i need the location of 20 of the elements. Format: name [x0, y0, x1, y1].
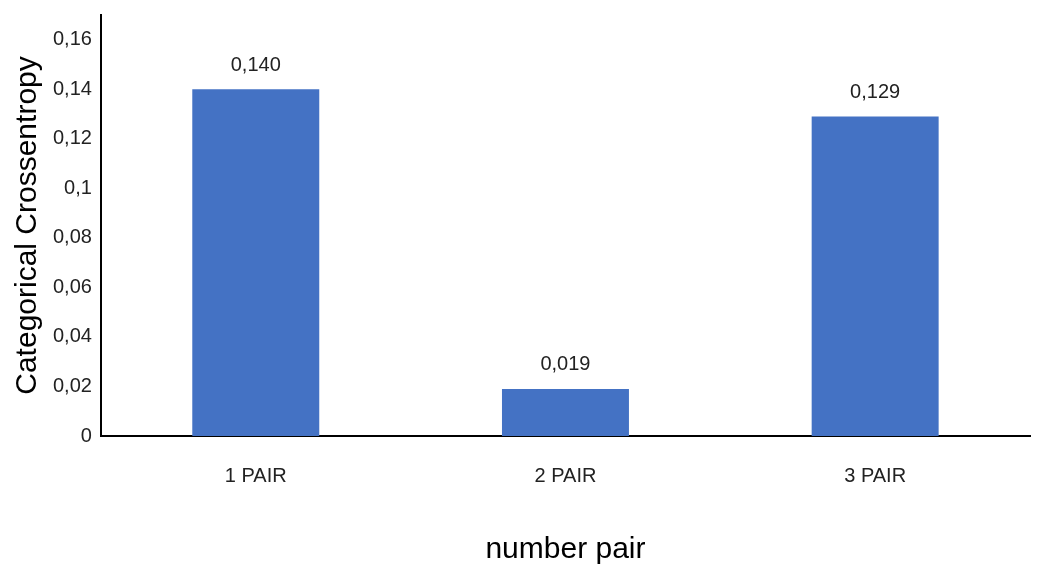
y-tick-label: 0,06 [52, 274, 92, 297]
x-axis-title: number pair [485, 531, 646, 565]
bar [192, 89, 320, 436]
data-label: 0,140 [230, 52, 281, 75]
y-tick-label: 0,08 [52, 225, 92, 248]
bar [811, 116, 939, 436]
bar [501, 388, 629, 436]
x-tick-label: 1 PAIR [224, 463, 287, 486]
y-axis-title: Categorical Crossentropy [9, 56, 43, 395]
y-tick-label: 0,12 [52, 126, 92, 149]
y-tick-label: 0 [80, 423, 92, 446]
x-tick-label: 2 PAIR [534, 463, 597, 486]
y-tick-label: 0,16 [52, 27, 92, 50]
y-tick-label: 0,1 [64, 175, 92, 198]
x-tick-label: 3 PAIR [844, 463, 907, 486]
y-tick-label: 0,14 [52, 76, 92, 99]
y-tick-label: 0,02 [52, 373, 92, 396]
y-tick-label: 0,04 [52, 324, 92, 347]
data-label: 0,129 [850, 80, 901, 103]
data-label: 0,019 [540, 352, 591, 375]
